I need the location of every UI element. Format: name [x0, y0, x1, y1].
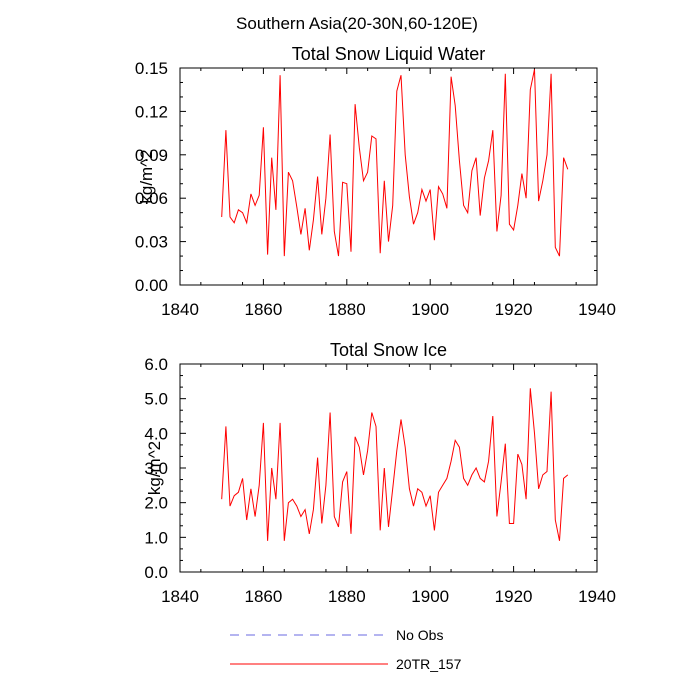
chart-panel-1: Total Snow Ice kg/m^2 1840 1860 1880 1900 1920… [144, 340, 616, 606]
x-tick-label: 1880 [328, 300, 366, 319]
x-tick-label: 1940 [578, 587, 616, 606]
series-line-20TR_157 [221, 388, 569, 541]
y-tick-label: 0.12 [135, 102, 168, 121]
x-tick-label: 1940 [578, 300, 616, 319]
x-tick-label: 1840 [161, 300, 199, 319]
x-tick-label: 1880 [328, 587, 366, 606]
x-tick-label: 1860 [244, 587, 282, 606]
y-tick-label: 0.09 [135, 146, 168, 165]
chart-panels: Total Snow Liquid Water kg/m^2 1840 1860 188… [135, 44, 616, 606]
chart-panel-0: Total Snow Liquid Water kg/m^2 1840 1860 188… [135, 44, 616, 319]
legend-no-obs-label: No Obs [396, 627, 443, 643]
y-tick-label: 0.15 [135, 59, 168, 78]
y-axis-label: kg/m^2 [137, 149, 156, 203]
y-tick-label: 0.0 [144, 563, 168, 582]
chart-title: Total Snow Liquid Water [292, 44, 485, 64]
x-tick-label: 1900 [411, 300, 449, 319]
figure-title: Southern Asia(20-30N,60-120E) [236, 14, 478, 33]
y-tick-label: 2.0 [144, 494, 168, 513]
y-tick-label: 1.0 [144, 528, 168, 547]
y-tick-label: 0.06 [135, 189, 168, 208]
y-tick-label: 3.0 [144, 459, 168, 478]
series-line-20TR_157 [221, 69, 569, 257]
x-tick-label: 1920 [495, 300, 533, 319]
legend: No Obs 20TR_157 [230, 627, 462, 672]
y-tick-label: 6.0 [144, 355, 168, 374]
x-tick-label: 1900 [411, 587, 449, 606]
plot-frame [179, 67, 598, 286]
y-axis-label: kg/m^2 [145, 441, 164, 495]
y-tick-label: 4.0 [144, 424, 168, 443]
x-tick-label: 1840 [161, 587, 199, 606]
plot-frame [179, 363, 598, 573]
chart-title: Total Snow Ice [330, 340, 447, 360]
y-tick-label: 5.0 [144, 390, 168, 409]
legend-20tr-157-label: 20TR_157 [396, 656, 462, 672]
x-tick-label: 1920 [495, 587, 533, 606]
x-tick-label: 1860 [244, 300, 282, 319]
y-tick-label: 0.00 [135, 276, 168, 295]
y-tick-label: 0.03 [135, 233, 168, 252]
